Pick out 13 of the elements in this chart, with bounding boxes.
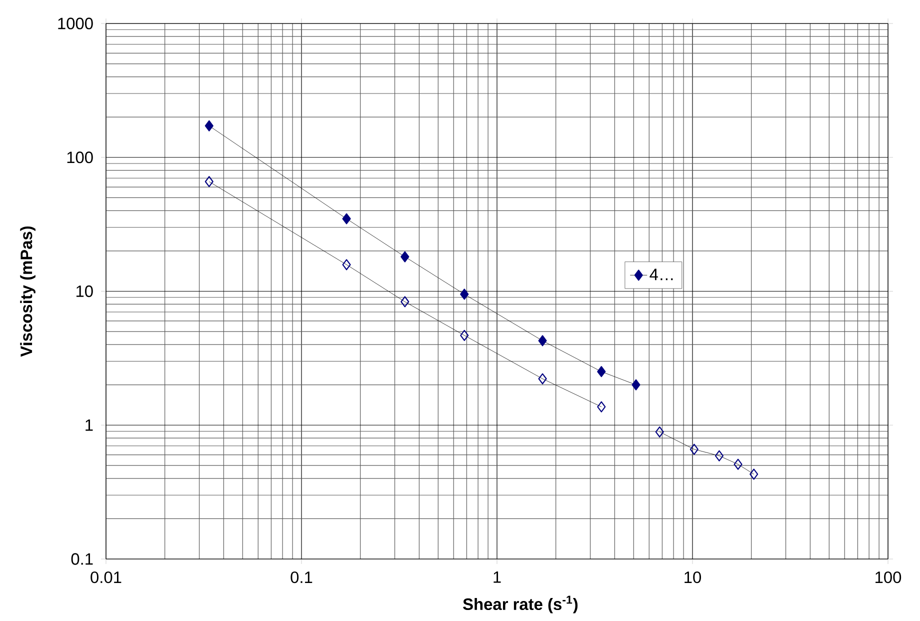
x-tick-label: 10 [684, 571, 701, 584]
y-tick-label: 0.1 [71, 553, 93, 565]
y-tick-label: 1 [86, 419, 93, 431]
y-tick-label: 100 [67, 152, 93, 164]
y-axis-title: Viscosity (mPas) [20, 226, 36, 357]
y-tick-label: 1000 [58, 18, 93, 30]
legend-label: 4… [650, 268, 673, 280]
x-axis-title: Shear rate (s$^{-1}$) [463, 596, 578, 614]
y-tick-label: 10 [76, 285, 93, 298]
x-tick-label: 0.01 [90, 571, 122, 584]
x-tick-label: 1 [494, 571, 501, 583]
x-tick-label: 100 [876, 571, 902, 584]
x-tick-label: 0.1 [290, 571, 312, 584]
